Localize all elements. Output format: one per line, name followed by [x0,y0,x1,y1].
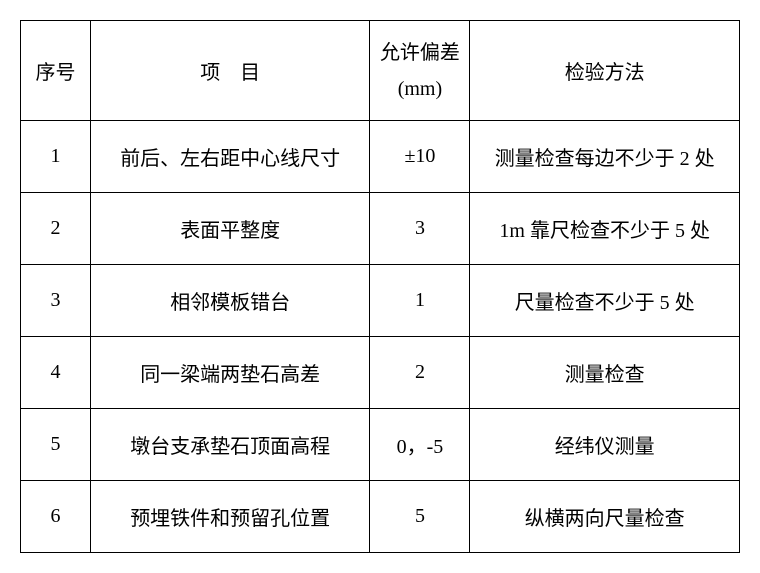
cell-method: 1m 靠尺检查不少于 5 处 [470,193,740,265]
cell-tolerance: 0，-5 [370,409,470,481]
header-tolerance: 允许偏差 (mm) [370,21,470,121]
cell-item: 墩台支承垫石顶面高程 [90,409,370,481]
table-row: 1 前后、左右距中心线尺寸 ±10 测量检查每边不少于 2 处 [21,121,740,193]
cell-index: 1 [21,121,91,193]
cell-item: 同一梁端两垫石高差 [90,337,370,409]
cell-method: 测量检查每边不少于 2 处 [470,121,740,193]
header-item: 项 目 [90,21,370,121]
table-row: 6 预埋铁件和预留孔位置 5 纵横两向尺量检查 [21,481,740,553]
table-row: 3 相邻模板错台 1 尺量检查不少于 5 处 [21,265,740,337]
cell-index: 6 [21,481,91,553]
header-method: 检验方法 [470,21,740,121]
cell-item: 相邻模板错台 [90,265,370,337]
cell-index: 5 [21,409,91,481]
cell-item: 表面平整度 [90,193,370,265]
cell-method: 尺量检查不少于 5 处 [470,265,740,337]
cell-index: 2 [21,193,91,265]
table-row: 4 同一梁端两垫石高差 2 测量检查 [21,337,740,409]
table-row: 5 墩台支承垫石顶面高程 0，-5 经纬仪测量 [21,409,740,481]
cell-method: 测量检查 [470,337,740,409]
header-tolerance-line2: (mm) [370,71,469,107]
header-index: 序号 [21,21,91,121]
cell-tolerance: 3 [370,193,470,265]
cell-tolerance: 1 [370,265,470,337]
cell-method: 经纬仪测量 [470,409,740,481]
table-header-row: 序号 项 目 允许偏差 (mm) 检验方法 [21,21,740,121]
cell-index: 3 [21,265,91,337]
cell-method: 纵横两向尺量检查 [470,481,740,553]
header-tolerance-line1: 允许偏差 [370,35,469,71]
cell-tolerance: ±10 [370,121,470,193]
cell-item: 预埋铁件和预留孔位置 [90,481,370,553]
cell-index: 4 [21,337,91,409]
cell-tolerance: 2 [370,337,470,409]
cell-item: 前后、左右距中心线尺寸 [90,121,370,193]
table-row: 2 表面平整度 3 1m 靠尺检查不少于 5 处 [21,193,740,265]
cell-tolerance: 5 [370,481,470,553]
specification-table: 序号 项 目 允许偏差 (mm) 检验方法 1 前后、左右距中心线尺寸 ±10 … [20,20,740,553]
